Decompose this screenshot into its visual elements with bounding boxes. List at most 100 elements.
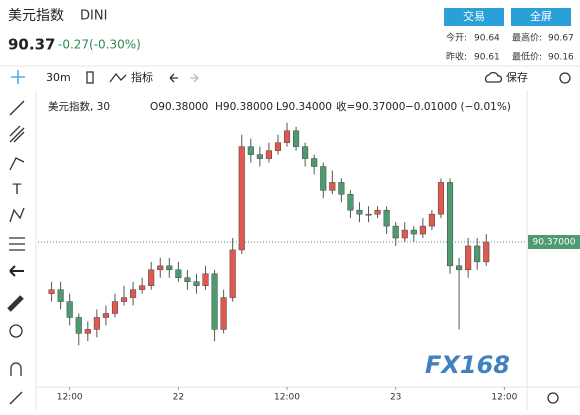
lock-tool[interactable] — [9, 391, 23, 405]
x-tick-label: 12:00 — [274, 393, 300, 403]
candle-type-button[interactable] — [86, 71, 94, 84]
back-tool[interactable] — [9, 265, 24, 277]
legend-high: H90.38000 — [215, 101, 273, 113]
instrument-name: 美元指数 — [8, 8, 64, 24]
candle-body — [229, 249, 236, 298]
fullscreen-button[interactable] — [511, 8, 571, 26]
crosshair-tool[interactable] — [11, 70, 25, 84]
trade-button[interactable] — [444, 8, 504, 26]
stat-value: 90.67 — [548, 34, 574, 44]
last-price-label: 90.37000 — [533, 237, 576, 247]
magnet-tool[interactable] — [10, 362, 22, 376]
candle-body — [157, 265, 164, 271]
indicator-icon[interactable] — [109, 72, 127, 83]
candle-body — [139, 285, 146, 290]
candle-body — [283, 130, 291, 143]
candle-body — [120, 297, 128, 302]
price: 90.37 — [8, 36, 55, 54]
candle-body — [428, 213, 435, 227]
candle-body — [220, 297, 227, 330]
legend-close: 收=90.37000 — [336, 100, 405, 113]
stat-label: 最低价: — [512, 51, 542, 63]
fib-tool[interactable] — [9, 125, 25, 143]
candle-body — [75, 317, 82, 334]
candle-body — [202, 273, 209, 286]
candle-body — [356, 209, 363, 215]
trendline-tool[interactable] — [9, 100, 25, 116]
candle-body — [265, 150, 272, 159]
brush-tool[interactable] — [9, 157, 25, 171]
legend-title: 美元指数, 30 — [48, 100, 110, 113]
candle-body — [483, 241, 490, 263]
text-tool[interactable]: T — [12, 182, 22, 198]
candle-body — [256, 154, 263, 159]
candle-body — [456, 265, 463, 271]
axis-settings[interactable] — [547, 392, 559, 404]
interval-button[interactable]: 30m — [46, 71, 71, 84]
candle-body — [66, 301, 73, 318]
candle-body — [419, 225, 426, 235]
stat-label: 最高价: — [512, 32, 542, 44]
candle-body — [401, 229, 408, 239]
candle-body — [48, 289, 55, 294]
candle-body — [446, 182, 454, 267]
watermark: FX168 — [425, 351, 510, 379]
save-icon[interactable] — [484, 71, 503, 83]
legend-change: −0.01000 (−0.01%) — [405, 101, 511, 113]
legend-low: L90.34000 — [276, 101, 332, 113]
candle-body — [329, 182, 336, 191]
candle-body — [302, 146, 309, 159]
candle-body — [211, 273, 218, 330]
candle-body — [102, 313, 109, 318]
undo-button[interactable] — [169, 73, 178, 83]
indicators-button[interactable]: 指标 — [131, 70, 153, 84]
candle-body — [437, 182, 445, 215]
redo-button[interactable] — [190, 73, 199, 83]
fullscreen-button-label[interactable]: 全屏 — [530, 9, 552, 23]
candle-body — [347, 194, 354, 211]
legend-open: O90.38000 — [150, 101, 208, 113]
candle-body — [474, 245, 481, 263]
settings-button[interactable] — [559, 72, 571, 84]
x-tick-label: 22 — [173, 393, 184, 403]
zoom-tool[interactable] — [9, 324, 23, 338]
candle-body — [247, 146, 254, 155]
candle-body — [148, 269, 155, 286]
candle-body — [175, 269, 182, 278]
candle-body — [130, 289, 137, 298]
candle-body — [166, 265, 173, 271]
candle-body — [338, 182, 345, 195]
candle-body — [193, 281, 200, 286]
candle-body — [465, 245, 472, 271]
candle-body — [238, 146, 245, 251]
trade-button-label[interactable]: 交易 — [463, 9, 485, 23]
x-tick-label: 12:00 — [57, 393, 83, 403]
price-change: -0.27(-0.30%) — [58, 38, 141, 52]
drawing-tools: T — [7, 70, 25, 405]
stat-value: 90.61 — [474, 53, 500, 63]
candle-body — [274, 142, 282, 151]
measure-tool[interactable] — [9, 237, 25, 251]
candle-body — [93, 317, 100, 330]
stat-label: 今开: — [446, 32, 467, 44]
candle-body — [84, 329, 91, 334]
candle-body — [57, 289, 64, 302]
save-button[interactable]: 保存 — [506, 70, 528, 84]
candle-body — [311, 158, 318, 167]
x-tick-label: 23 — [390, 393, 401, 403]
stat-value: 90.16 — [548, 53, 574, 63]
pattern-tool[interactable] — [9, 207, 25, 223]
candle-body — [392, 225, 399, 239]
last-price-box — [528, 234, 580, 249]
candle-body — [293, 130, 300, 147]
ruler-tool[interactable] — [7, 295, 24, 312]
candle-body — [365, 213, 372, 216]
stat-value: 90.64 — [474, 34, 500, 44]
candle-body — [410, 229, 417, 235]
candle-body — [374, 209, 381, 215]
instrument-symbol: DINI — [80, 9, 107, 24]
candle-body — [184, 277, 191, 282]
candle-body — [320, 166, 327, 191]
candle-body — [111, 301, 119, 314]
